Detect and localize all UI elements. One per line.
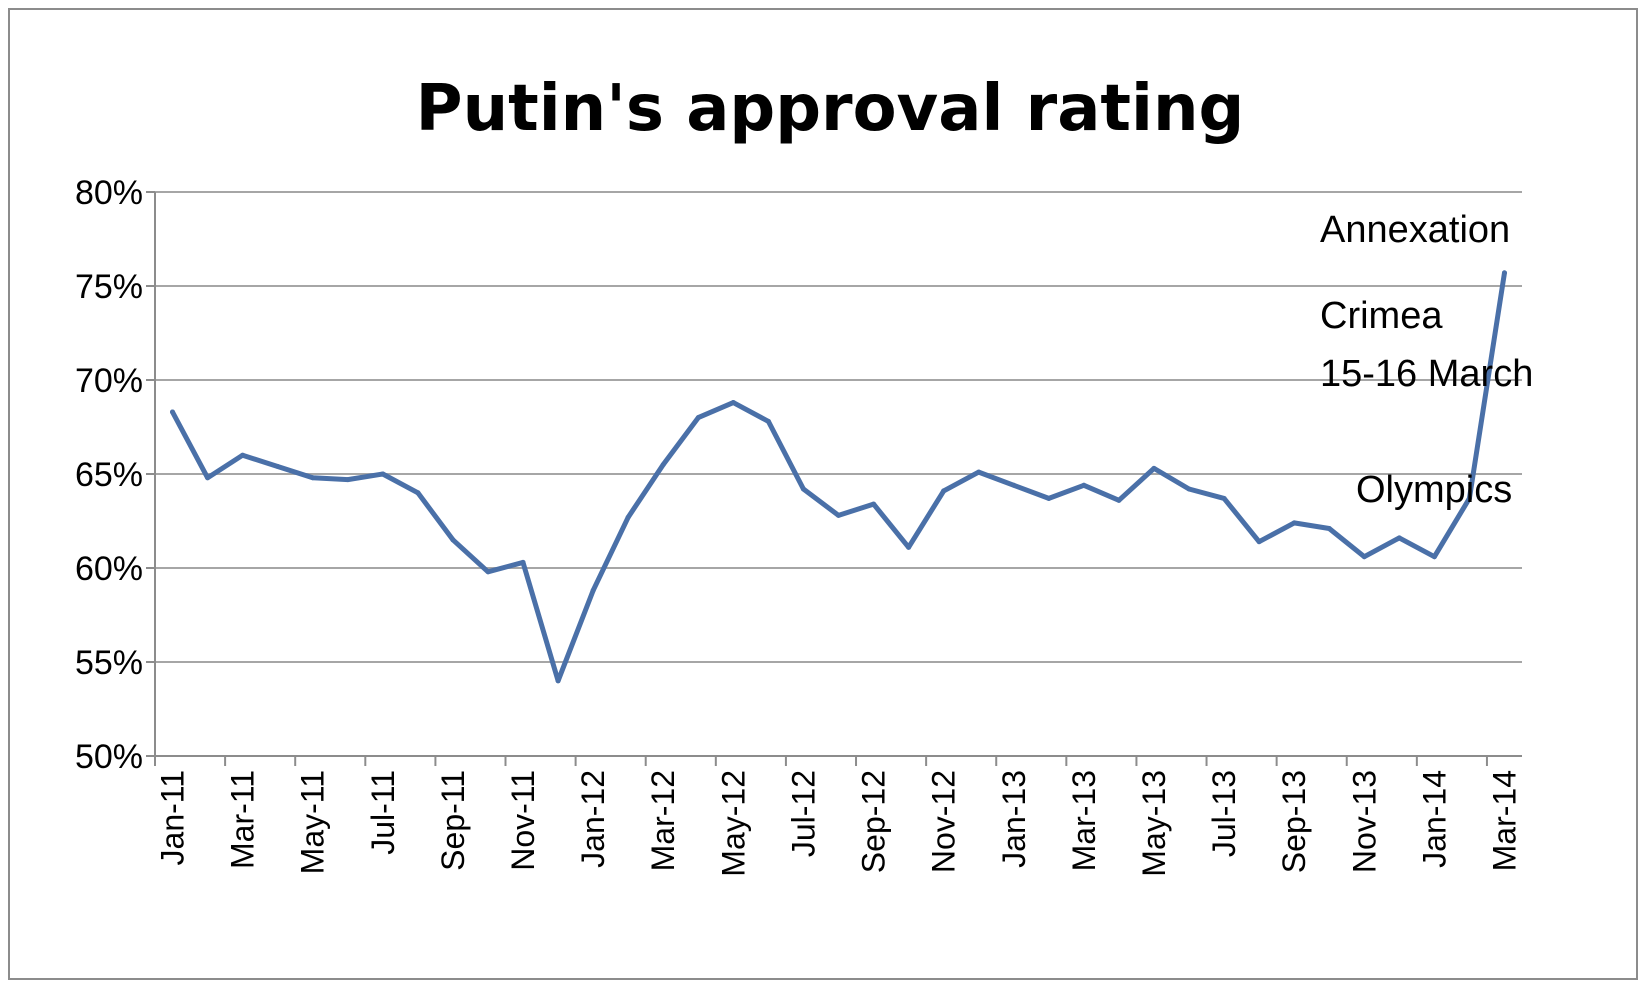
annotation-march-dates: 15-16 March: [1320, 353, 1533, 395]
data-point: [941, 488, 947, 494]
y-tick-label: 60%: [75, 550, 143, 588]
x-tick-label: Mar-14: [1486, 770, 1522, 871]
data-point: [730, 400, 736, 406]
x-tick-label: Sep-11: [435, 770, 471, 871]
annotation-annexation: Annexation: [1320, 209, 1510, 251]
data-point: [1501, 270, 1507, 276]
x-tick-label: Nov-12: [926, 770, 962, 873]
data-point: [170, 409, 176, 415]
chart-frame: Putin's approval rating 50% 55% 60% 65% 70% 7…: [8, 8, 1638, 980]
y-tick-label: 70%: [75, 362, 143, 400]
data-point: [1221, 495, 1227, 501]
data-point: [590, 588, 596, 594]
data-point: [240, 452, 246, 458]
x-tick-label: Nov-11: [505, 770, 541, 871]
data-point: [1326, 526, 1332, 532]
data-point: [1011, 482, 1017, 488]
x-tick-label: May-11: [295, 770, 331, 874]
data-point: [1116, 497, 1122, 503]
x-tick-label: Sep-13: [1276, 770, 1312, 873]
x-tick-label: Jul-11: [365, 770, 401, 855]
data-point: [1081, 482, 1087, 488]
x-tick-label: Jan-13: [996, 770, 1032, 868]
data-point: [695, 415, 701, 421]
x-tick-label: Mar-11: [225, 770, 261, 869]
data-point: [871, 501, 877, 507]
data-point: [800, 486, 806, 492]
data-point: [485, 569, 491, 575]
data-point: [205, 475, 211, 481]
data-point: [906, 544, 912, 550]
data-point: [765, 418, 771, 424]
y-tick-label: 80%: [75, 174, 143, 212]
x-axis-tick-labels: Jan-11 Mar-11 May-11 Jul-11 Sep-11 Nov-11 Jan-…: [155, 770, 1523, 877]
y-tick-label: 50%: [75, 738, 143, 776]
y-tick-label: 55%: [75, 644, 143, 682]
data-point: [450, 537, 456, 543]
data-point: [1186, 486, 1192, 492]
x-tick-label: Mar-12: [645, 770, 681, 871]
data-point: [415, 490, 421, 496]
x-tick-label: May-12: [715, 770, 751, 877]
data-point: [1431, 554, 1437, 560]
x-tick-label: Jan-12: [575, 770, 611, 868]
x-tick-label: Jul-13: [1206, 770, 1242, 857]
axes: [146, 191, 1522, 766]
data-point: [1046, 495, 1052, 501]
chart-title: Putin's approval rating: [416, 72, 1245, 146]
y-axis-tick-labels: 50% 55% 60% 65% 70% 75% 80%: [75, 174, 143, 776]
grid-lines: [155, 191, 1522, 757]
data-point: [976, 469, 982, 475]
data-point: [1291, 520, 1297, 526]
x-tick-label: Mar-13: [1066, 770, 1102, 871]
x-tick-label: Jan-14: [1416, 770, 1452, 868]
y-tick-label: 65%: [75, 456, 143, 494]
data-point: [520, 559, 526, 565]
x-tick-label: May-13: [1136, 770, 1172, 877]
line-chart: Putin's approval rating 50% 55% 60% 65% 70% 7…: [75, 72, 1533, 877]
series-layer: [170, 270, 1507, 684]
data-point: [1256, 539, 1262, 545]
data-point: [275, 463, 281, 469]
x-tick-label: Jan-11: [155, 770, 191, 865]
x-tick-label: Jul-12: [785, 770, 821, 857]
annotations: Annexation Crimea 15-16 March Olympics: [1320, 209, 1533, 511]
data-point: [310, 475, 316, 481]
x-tick-label: Nov-13: [1346, 770, 1382, 873]
data-point: [625, 514, 631, 520]
data-point: [660, 462, 666, 468]
y-tick-label: 75%: [75, 268, 143, 306]
data-point: [836, 512, 841, 518]
data-point: [380, 471, 386, 477]
data-point: [555, 678, 561, 684]
data-point: [1396, 535, 1402, 541]
data-point: [1361, 554, 1367, 560]
annotation-olympics: Olympics: [1356, 469, 1512, 511]
data-point: [345, 477, 351, 483]
data-point: [1151, 465, 1157, 471]
data-point: [1466, 495, 1472, 501]
annotation-crimea: Crimea: [1320, 295, 1443, 337]
series-line-approval: [170, 270, 1507, 684]
x-tick-label: Sep-12: [856, 770, 892, 873]
